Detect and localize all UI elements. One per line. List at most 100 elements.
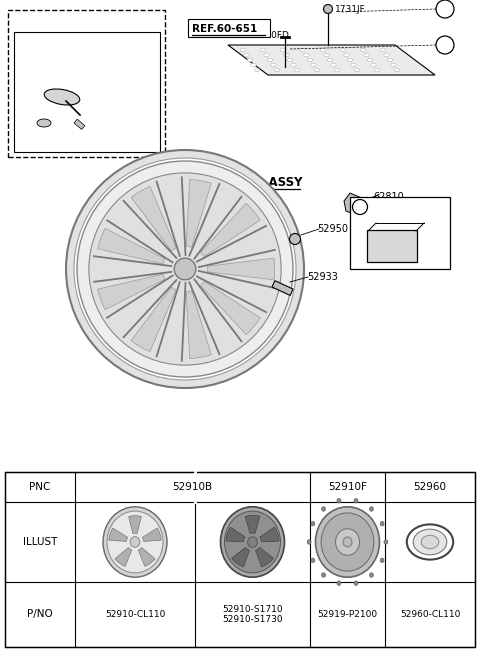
Wedge shape xyxy=(97,274,165,309)
Ellipse shape xyxy=(413,529,447,555)
Ellipse shape xyxy=(251,63,256,67)
Ellipse shape xyxy=(225,511,280,573)
Circle shape xyxy=(352,200,368,214)
Ellipse shape xyxy=(327,58,333,62)
Text: a: a xyxy=(357,202,363,212)
Ellipse shape xyxy=(271,63,276,67)
Ellipse shape xyxy=(351,63,356,67)
Wedge shape xyxy=(231,547,250,567)
Text: a: a xyxy=(442,5,448,14)
Bar xyxy=(272,281,293,296)
Ellipse shape xyxy=(291,63,296,67)
Ellipse shape xyxy=(387,58,393,62)
Ellipse shape xyxy=(354,499,358,503)
Text: 52910F: 52910F xyxy=(328,482,367,492)
Ellipse shape xyxy=(240,48,246,52)
Ellipse shape xyxy=(421,535,439,549)
Ellipse shape xyxy=(307,58,313,62)
Text: 52910-CL110: 52910-CL110 xyxy=(105,610,165,619)
Ellipse shape xyxy=(307,540,311,544)
Ellipse shape xyxy=(344,53,349,57)
Wedge shape xyxy=(226,527,245,541)
Ellipse shape xyxy=(304,53,309,57)
Ellipse shape xyxy=(294,68,300,72)
Bar xyxy=(5,472,475,647)
Ellipse shape xyxy=(336,529,360,555)
Polygon shape xyxy=(228,45,435,75)
FancyBboxPatch shape xyxy=(350,197,450,269)
Ellipse shape xyxy=(324,5,333,14)
Ellipse shape xyxy=(380,558,384,562)
Ellipse shape xyxy=(267,58,273,62)
Ellipse shape xyxy=(103,507,167,578)
Text: WHEEL ASSY: WHEEL ASSY xyxy=(218,177,302,189)
Text: ILLUST: ILLUST xyxy=(23,537,57,547)
Ellipse shape xyxy=(337,499,341,503)
Ellipse shape xyxy=(334,68,340,72)
Wedge shape xyxy=(131,187,176,251)
Ellipse shape xyxy=(354,68,360,72)
Ellipse shape xyxy=(322,507,325,511)
Wedge shape xyxy=(255,547,274,567)
Ellipse shape xyxy=(77,161,293,377)
Ellipse shape xyxy=(360,48,366,52)
Text: 1731JF: 1731JF xyxy=(335,5,366,14)
Wedge shape xyxy=(186,290,211,359)
Ellipse shape xyxy=(347,58,353,62)
Ellipse shape xyxy=(324,53,329,57)
Circle shape xyxy=(436,36,454,54)
Text: P/NO: P/NO xyxy=(27,610,53,620)
Text: 52910-S1710
52910-S1730: 52910-S1710 52910-S1730 xyxy=(222,605,283,624)
Ellipse shape xyxy=(320,48,326,52)
Ellipse shape xyxy=(374,68,380,72)
FancyBboxPatch shape xyxy=(8,10,165,157)
Text: 52960-CL110: 52960-CL110 xyxy=(400,610,460,619)
Ellipse shape xyxy=(370,507,373,511)
Wedge shape xyxy=(186,179,211,247)
Ellipse shape xyxy=(340,48,346,52)
Ellipse shape xyxy=(343,537,352,547)
Polygon shape xyxy=(344,193,366,215)
Text: 62852A: 62852A xyxy=(372,202,407,212)
Ellipse shape xyxy=(380,48,386,52)
Text: PNC: PNC xyxy=(29,482,51,492)
Circle shape xyxy=(289,233,300,244)
Ellipse shape xyxy=(220,507,285,578)
Ellipse shape xyxy=(367,58,373,62)
Wedge shape xyxy=(129,516,141,533)
Text: 52919-P2100: 52919-P2100 xyxy=(317,610,378,619)
Ellipse shape xyxy=(321,513,374,571)
Ellipse shape xyxy=(284,53,289,57)
Ellipse shape xyxy=(66,150,304,388)
Ellipse shape xyxy=(311,63,316,67)
Circle shape xyxy=(436,0,454,18)
Ellipse shape xyxy=(337,581,341,585)
Wedge shape xyxy=(115,547,132,566)
FancyBboxPatch shape xyxy=(14,32,160,152)
FancyBboxPatch shape xyxy=(188,19,270,37)
Wedge shape xyxy=(201,281,260,334)
Wedge shape xyxy=(143,528,161,541)
FancyBboxPatch shape xyxy=(367,230,417,262)
Ellipse shape xyxy=(248,537,257,547)
Ellipse shape xyxy=(37,119,51,127)
Ellipse shape xyxy=(254,68,260,72)
Text: (TPMS): (TPMS) xyxy=(12,14,43,22)
Ellipse shape xyxy=(247,58,253,62)
Ellipse shape xyxy=(311,558,315,562)
Ellipse shape xyxy=(287,58,293,62)
Text: 62810: 62810 xyxy=(373,192,404,202)
Ellipse shape xyxy=(391,63,396,67)
Ellipse shape xyxy=(315,507,380,578)
Ellipse shape xyxy=(107,511,163,573)
Wedge shape xyxy=(138,547,155,566)
Ellipse shape xyxy=(280,48,286,52)
Ellipse shape xyxy=(380,522,384,526)
Text: 52950: 52950 xyxy=(317,224,348,234)
Text: 1140FD: 1140FD xyxy=(255,30,290,39)
Ellipse shape xyxy=(384,540,388,544)
Wedge shape xyxy=(260,527,279,541)
Bar xyxy=(74,119,85,129)
Ellipse shape xyxy=(274,68,280,72)
Ellipse shape xyxy=(311,522,315,526)
